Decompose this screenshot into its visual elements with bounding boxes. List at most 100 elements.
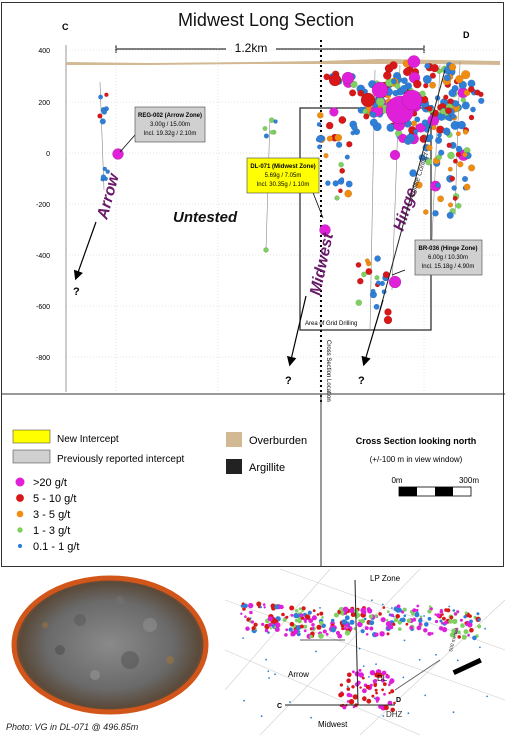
drill-intercept-dots (97, 55, 485, 325)
inset-dot (403, 614, 407, 618)
callout-dl-071-line2: Incl. 30.35g / 1.10m (257, 182, 310, 188)
inset-dot (346, 700, 350, 703)
drill-intercept-dot (455, 151, 462, 158)
grade-label: 1 - 3 g/t (33, 525, 70, 537)
distance-scale-label: 1.2km (235, 41, 268, 55)
depth-tick-label: -800 (36, 355, 50, 362)
drill-intercept-dot (457, 161, 464, 168)
drill-intercept-dot (462, 152, 468, 158)
drill-intercept-dot (273, 119, 278, 124)
drill-intercept-dot (415, 181, 423, 189)
inset-dot (357, 621, 363, 628)
inset-dot (366, 698, 372, 704)
drill-intercept-dot (478, 91, 484, 98)
inset-dot (261, 622, 265, 627)
hinge-projection (361, 299, 384, 367)
depth-tick-label: 400 (38, 48, 50, 55)
inset-dot (259, 605, 262, 609)
inset-dot (368, 614, 373, 619)
drill-intercept-dot (413, 129, 419, 134)
inset-dot (418, 622, 422, 626)
scale-start-label: 0m (391, 476, 402, 485)
inset-dot (365, 633, 369, 636)
inset-dot (369, 620, 375, 626)
corner-label-d: D (463, 30, 470, 40)
inset-dot (400, 617, 406, 623)
grade-label: 3 - 5 g/t (33, 509, 70, 521)
drill-intercept-dot (422, 74, 432, 84)
inset-dot (374, 632, 379, 637)
inset-dot (402, 607, 407, 612)
drill-intercept-dot (468, 114, 475, 121)
drill-intercept-dot (443, 66, 452, 75)
drill-intercept-dot (400, 84, 408, 93)
inset-dot (346, 685, 349, 688)
inset-dot (449, 615, 454, 620)
inset-dot (301, 606, 306, 611)
inset-dot (311, 615, 317, 621)
drill-intercept-dot (445, 107, 452, 115)
inset-dot (386, 618, 389, 622)
inset-dot (290, 632, 294, 637)
photo-caption: Photo: VG in DL-071 @ 496.85m (6, 722, 139, 732)
inset-dot (374, 688, 378, 692)
inset-dot (427, 631, 432, 636)
inset-dot (393, 617, 399, 623)
inset-dot (381, 670, 387, 676)
inset-dot (299, 624, 304, 629)
drill-intercept-dot (468, 86, 475, 93)
drill-intercept-dot (325, 180, 331, 186)
drill-intercept-dot (415, 122, 426, 133)
drill-intercept-dot (375, 97, 385, 107)
inset-dot (423, 628, 428, 633)
key-intercept-dot (341, 71, 355, 85)
inset-dot (303, 624, 308, 629)
drill-intercept-dot (452, 158, 458, 164)
inset-dot (301, 609, 304, 613)
inset-dot (263, 606, 266, 609)
inset-dot (285, 615, 289, 619)
inset-dot (391, 607, 393, 609)
drill-intercept-dot (99, 118, 106, 125)
inset-dot (290, 614, 294, 617)
midwest-zone-label: Midwest (307, 231, 337, 297)
vg-core-photo (11, 575, 209, 715)
inset-dot (365, 684, 371, 690)
legend-new-intercept-swatch (12, 429, 51, 444)
question-midwest: ? (285, 375, 292, 387)
inset-dot (360, 629, 365, 634)
inset-dot (476, 612, 480, 616)
inset-dot (382, 606, 386, 609)
inset-dot (460, 623, 465, 628)
drill-intercept-dot (365, 268, 373, 275)
drill-intercept-dot (391, 78, 397, 85)
drill-intercept-dot (105, 169, 110, 174)
drill-intercept-dot (437, 195, 444, 203)
inset-dot (347, 672, 352, 678)
argillite-contact-line (379, 69, 446, 311)
inset-dot (273, 626, 277, 629)
inset-dot (378, 612, 382, 616)
inset-dot (411, 611, 415, 616)
drill-intercept-dot (402, 67, 412, 77)
drill-intercept-dot (427, 114, 440, 127)
drill-intercept-dot (334, 133, 343, 142)
inset-dot (315, 650, 317, 653)
depth-tick-label: 0 (46, 151, 50, 158)
key-intercept-dot (371, 81, 389, 99)
inset-dot (390, 689, 395, 694)
inset-dot (396, 604, 401, 609)
drill-intercept-dot (447, 202, 454, 208)
inset-dot (446, 608, 451, 613)
inset-dot (382, 715, 385, 717)
inset-dot (297, 619, 302, 624)
inset-dot (249, 610, 253, 615)
inset-dot (412, 608, 417, 613)
inset-dot (265, 658, 267, 661)
inset-dot (274, 627, 280, 632)
drill-intercept-dot (447, 151, 455, 160)
inset-dot (368, 676, 370, 678)
drill-intercept-dot (263, 133, 269, 139)
drill-intercept-dot (448, 63, 457, 71)
inset-dot (371, 599, 373, 602)
